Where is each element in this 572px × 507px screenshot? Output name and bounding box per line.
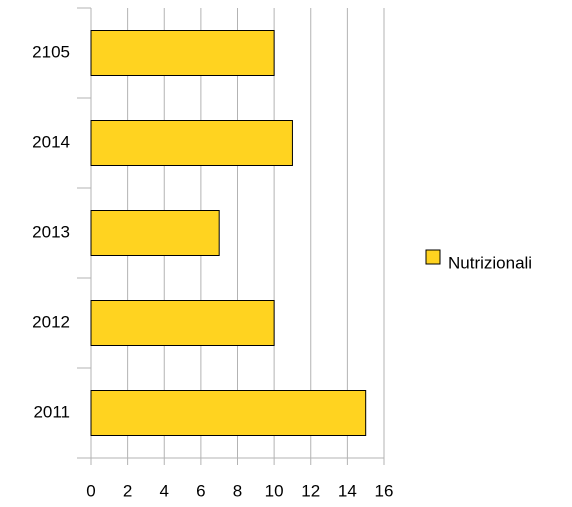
legend-swatch bbox=[425, 249, 441, 265]
bar bbox=[90, 30, 275, 76]
x-tick-label: 4 bbox=[160, 481, 169, 500]
y-tick-label: 2105 bbox=[32, 42, 70, 61]
x-tick-label: 10 bbox=[265, 481, 284, 500]
x-tick-label: 0 bbox=[86, 481, 95, 500]
bar bbox=[90, 300, 275, 346]
x-tick-label: 12 bbox=[301, 481, 320, 500]
legend-label: Nutrizionali bbox=[448, 253, 532, 272]
x-tick-label: 14 bbox=[338, 481, 357, 500]
bar bbox=[90, 120, 293, 166]
x-tick-label: 8 bbox=[233, 481, 242, 500]
y-tick-label: 2013 bbox=[32, 222, 70, 241]
y-tick-label: 2014 bbox=[32, 132, 70, 151]
x-tick-label: 2 bbox=[123, 481, 132, 500]
x-tick-label: 16 bbox=[375, 481, 394, 500]
y-tick-label: 2012 bbox=[32, 312, 70, 331]
bar bbox=[90, 210, 220, 256]
y-tick-label: 2011 bbox=[33, 402, 70, 421]
x-tick-label: 6 bbox=[196, 481, 205, 500]
bar bbox=[90, 390, 367, 436]
